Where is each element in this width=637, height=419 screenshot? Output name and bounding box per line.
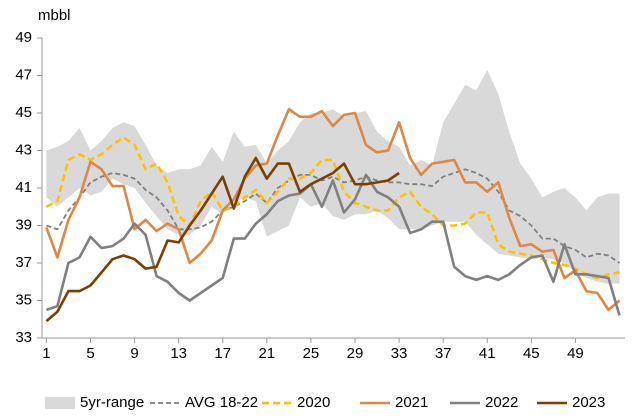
y-tick-label: 35 (15, 291, 32, 308)
x-tick-label: 21 (258, 345, 275, 362)
y-tick-label: 45 (15, 104, 32, 121)
legend-label: 2021 (395, 394, 428, 411)
x-tick-label: 5 (86, 345, 94, 362)
x-tick-label: 17 (214, 345, 231, 362)
series-line (45, 107, 621, 312)
x-tick-label: 1 (42, 345, 50, 362)
series-line (45, 136, 620, 280)
y-tick-label: 49 (15, 29, 32, 46)
y-tick-label: 37 (15, 254, 32, 271)
x-tick-label: 45 (523, 345, 540, 362)
legend-swatch (45, 397, 75, 409)
x-tick-label: 49 (567, 345, 584, 362)
series-line (46, 168, 621, 264)
x-tick-label: 9 (130, 345, 138, 362)
y-tick-label: 33 (15, 329, 32, 346)
series-line (45, 173, 621, 316)
series-line (45, 156, 400, 323)
range-band (46, 69, 620, 284)
x-tick-label: 29 (347, 345, 364, 362)
y-tick-label: 39 (15, 216, 32, 233)
x-tick-label: 41 (479, 345, 496, 362)
x-tick-label: 33 (391, 345, 408, 362)
y-tick-label: 41 (15, 179, 32, 196)
x-tick-label: 25 (303, 345, 320, 362)
y-axis-label: mbbl (38, 7, 71, 24)
legend-label: 2020 (297, 394, 330, 411)
legend-label: AVG 18-22 (185, 394, 258, 411)
legend-label: 2023 (572, 394, 605, 411)
y-tick-label: 47 (15, 66, 32, 83)
legend-label: 5yr-range (80, 394, 144, 411)
x-tick-label: 13 (170, 345, 187, 362)
legend-label: 2022 (485, 394, 518, 411)
y-tick-label: 43 (15, 141, 32, 158)
x-tick-label: 37 (435, 345, 452, 362)
